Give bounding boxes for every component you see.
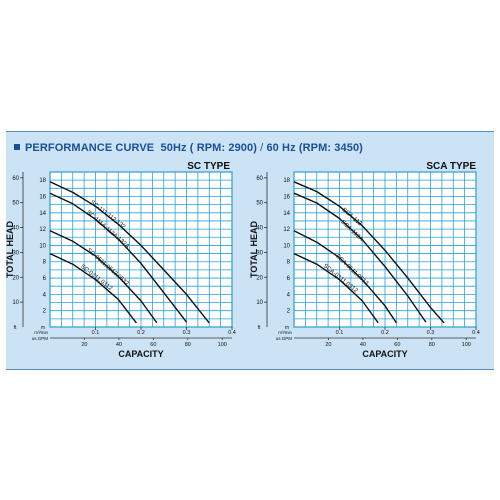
sca-gpm-unit: us.GPM	[276, 336, 293, 341]
sc-gpm-tick-label: 20	[81, 342, 87, 348]
sc-ft-tick-label: 10	[12, 300, 19, 306]
sc-ft-tick-label: 50	[12, 201, 19, 207]
sc-gpm-unit: us.GPM	[32, 336, 49, 341]
sca-ft-tick-label: 20	[256, 275, 263, 281]
sc-m3-tick-label: 0.1	[92, 330, 100, 336]
sc-m-tick-label: 2	[43, 309, 47, 315]
sc-chart	[20, 171, 233, 340]
header-50hz: 50Hz ( RPM: 2900)	[160, 142, 257, 154]
sc-m-tick-label: 4	[43, 292, 47, 298]
sca-gpm-tick-label: 60	[394, 342, 400, 348]
sca-ft-tick-label: 50	[256, 201, 263, 207]
sca-chart-title: SCA TYPE	[426, 161, 476, 172]
header-separator: /	[260, 142, 264, 154]
sca-series-line	[293, 252, 379, 324]
sca-gpm-tick-label: 100	[462, 342, 471, 348]
sca-m3-tick-label: 0.2	[381, 330, 389, 336]
sc-gpm-tick-label: 60	[150, 342, 156, 348]
sc-m-tick-label: 8	[43, 260, 47, 266]
sca-y-axis-title: TOTAL HEAD	[249, 221, 259, 279]
sca-series-line	[293, 192, 427, 323]
sca-m-tick-label: 16	[283, 194, 290, 200]
sc-ft-tick-label: 20	[12, 275, 19, 281]
sca-m3-tick-label: 0.3	[427, 330, 435, 336]
sca-m-tick-label: 4	[287, 292, 291, 298]
sc-m-tick-label: 12	[39, 227, 46, 233]
sca-m-tick-label: 10	[283, 243, 290, 249]
sc-series-line	[49, 192, 188, 323]
sc-y-axis-title: TOTAL HEAD	[5, 221, 15, 279]
sc-m-tick-label: 6	[43, 276, 47, 282]
sc-gpm-tick-label: 40	[116, 342, 122, 348]
sca-ft-unit: ft	[258, 325, 261, 331]
sc-ft-tick-label: 30	[12, 250, 19, 256]
sca-gpm-tick-label: 20	[325, 342, 331, 348]
sc-m-tick-label: 16	[39, 194, 46, 200]
sc-m3-tick-label: 0.3	[183, 330, 191, 336]
sca-m-tick-label: 12	[283, 227, 290, 233]
sc-x-axis-title: CAPACITY	[118, 349, 163, 359]
sc-gpm-tick-label: 80	[185, 342, 191, 348]
sc-m-tick-label: 18	[39, 178, 46, 184]
sc-series-line	[49, 252, 137, 324]
sc-gpm-tick-label: 100	[218, 342, 227, 348]
header-title: PERFORMANCE CURVE	[25, 142, 155, 154]
sca-m3-tick-label: 0.4	[472, 330, 480, 336]
sca-ft-tick-label: 10	[256, 300, 263, 306]
sca-m-tick-label: 6	[287, 276, 291, 282]
sca-m-tick-label: 2	[287, 309, 291, 315]
sca-gpm-tick-label: 40	[360, 342, 366, 348]
sca-m-unit: m	[285, 325, 289, 331]
bullet-square-icon	[14, 144, 20, 150]
sca-x-axis-title: CAPACITY	[362, 349, 407, 359]
sca-ft-tick-label: 30	[256, 250, 263, 256]
sc-m-tick-label: 14	[39, 211, 46, 217]
sca-series-line	[293, 230, 397, 324]
sca-ft-tick-label: 40	[256, 226, 263, 232]
sc-series-line	[49, 181, 210, 324]
sca-m-tick-label: 18	[283, 178, 290, 184]
performance-header: PERFORMANCE CURVE 50Hz ( RPM: 2900) / 60…	[14, 140, 363, 156]
sc-m-tick-label: 10	[39, 243, 46, 249]
sc-chart-title: SC TYPE	[187, 161, 230, 172]
sc-ft-tick-label: 40	[12, 226, 19, 232]
sca-m3-unit: m³/min	[278, 330, 292, 335]
sca-m3-tick-label: 0.1	[336, 330, 344, 336]
sca-m-tick-label: 14	[283, 211, 290, 217]
sca-series-line	[293, 181, 445, 324]
sc-ft-unit: ft	[14, 325, 17, 331]
sca-chart	[264, 171, 477, 340]
header-60hz: 60 Hz (RPM: 3450)	[266, 142, 363, 154]
sca-gpm-tick-label: 80	[429, 342, 435, 348]
sca-m-tick-label: 8	[287, 260, 291, 266]
sc-m3-tick-label: 0.2	[137, 330, 145, 336]
sca-ft-tick-label: 60	[256, 176, 263, 182]
sc-m3-tick-label: 0.4	[228, 330, 236, 336]
sc-series-line	[49, 230, 158, 324]
sc-m-unit: m	[41, 325, 45, 331]
sc-m3-unit: m³/min	[34, 330, 48, 335]
sc-ft-tick-label: 60	[12, 176, 19, 182]
